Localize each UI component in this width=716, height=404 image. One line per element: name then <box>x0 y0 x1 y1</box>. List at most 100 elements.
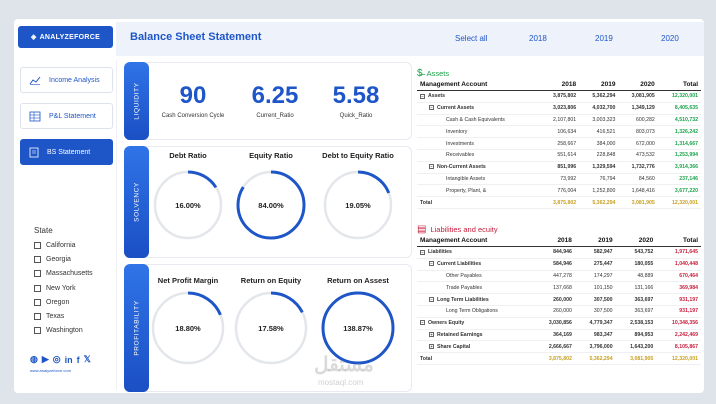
gauge-value: 19.05% <box>345 201 371 210</box>
watermark-sub: mostaql.com <box>318 378 364 387</box>
checkbox[interactable] <box>34 241 41 249</box>
liabilities-header: ▤ Liabilities and ecuity <box>417 224 701 235</box>
value-cell: 1,648,416 <box>618 184 658 198</box>
select-all-button[interactable]: Select all <box>455 34 488 43</box>
collapse-icon[interactable]: − <box>429 105 434 111</box>
gauge-value: 84.00% <box>258 201 284 210</box>
total-cell: 1,314,667 <box>657 137 701 150</box>
nav-income-analysis[interactable]: Income Analysis <box>20 67 113 93</box>
assets-data-table: Management Account 2018 2019 2020 Total − Asse… <box>417 79 701 209</box>
state-option[interactable]: Georgia <box>34 252 93 266</box>
table-row: Inventory 106,634 416,521 803,073 1,326,242 <box>417 125 701 139</box>
column-header[interactable]: Total <box>657 79 701 91</box>
table-row: Intangible Assets 73,992 76,794 84,560 237,1… <box>417 173 701 186</box>
value-cell: 584,946 <box>534 258 575 271</box>
account-cell: − Liabilities <box>417 246 535 259</box>
liabilities-icon: ▤ <box>417 224 427 235</box>
account-cell: − Current Assets <box>417 102 540 115</box>
collapse-icon[interactable]: − <box>420 249 425 255</box>
column-header[interactable]: Management Account <box>417 79 540 91</box>
value-cell: 275,447 <box>574 258 616 271</box>
globe-icon[interactable]: ◍ <box>30 354 38 364</box>
year-2018-button[interactable]: 2018 <box>529 34 547 43</box>
state-option[interactable]: Oregon <box>34 295 93 309</box>
line-chart-icon <box>29 76 41 85</box>
value-cell: 228,848 <box>579 149 619 162</box>
page-title: Balance Sheet Statement <box>130 31 262 43</box>
year-2020-button[interactable]: 2020 <box>661 34 679 43</box>
total-cell: 1,253,994 <box>657 149 701 162</box>
column-header[interactable]: 2019 <box>579 79 619 91</box>
column-header[interactable]: 2020 <box>615 235 657 247</box>
account-cell: Investments <box>417 137 540 150</box>
total-cell: 369,984 <box>656 281 701 295</box>
state-option[interactable]: New York <box>34 281 93 295</box>
value-cell: 2,666,667 <box>534 340 575 354</box>
nav-bs-statement[interactable]: BS Statement <box>20 139 113 165</box>
collapse-icon[interactable]: − <box>429 164 434 170</box>
state-option[interactable]: Washington <box>34 324 93 338</box>
liquidity-band: LIQUIDITY <box>124 62 149 140</box>
column-header[interactable]: 2020 <box>618 79 658 91</box>
column-header[interactable]: Management Account <box>417 235 535 247</box>
gauge-fill <box>153 170 223 240</box>
column-header[interactable]: Total <box>656 235 701 247</box>
value-cell: 131,166 <box>615 281 657 295</box>
total-cell: 237,146 <box>657 173 701 186</box>
gauge-fill <box>321 291 395 365</box>
x-icon[interactable]: 𝕏 <box>83 354 91 364</box>
linkedin-icon[interactable]: in <box>64 354 73 365</box>
checkbox[interactable] <box>34 313 41 321</box>
table-header-row: Management Account 2018 2019 2020 Total <box>417 235 701 247</box>
state-option[interactable]: California <box>34 238 93 252</box>
value-cell: 260,000 <box>534 293 575 306</box>
collapse-icon[interactable]: − <box>420 320 425 326</box>
kpi-value: 6.25 <box>251 82 299 109</box>
table-row: − Non-Current Assets 851,996 1,329,594 1,732… <box>417 161 701 174</box>
brand-name: ANALYZEFORCE <box>39 33 101 41</box>
account-cell: Receivables <box>417 149 540 162</box>
account-cell: − Owners Equity <box>417 317 535 330</box>
checkbox[interactable] <box>34 298 41 306</box>
profitability-label: PROFITABILITY <box>133 300 140 356</box>
collapse-icon[interactable]: − <box>420 93 425 99</box>
table-row: Cash & Cash Equivalents 2,107,801 3,003,32… <box>417 114 701 127</box>
value-cell: 851,996 <box>539 161 580 174</box>
checkbox[interactable] <box>34 327 41 335</box>
value-cell: 101,150 <box>574 281 616 295</box>
column-header[interactable]: 2018 <box>539 79 580 91</box>
total-cell: 8,105,867 <box>656 340 701 354</box>
gauge-value: 138.87% <box>343 324 373 333</box>
gauge-title: Debt to Equity Ratio <box>322 151 394 160</box>
column-header[interactable]: 2018 <box>534 235 575 247</box>
nav-pl-statement[interactable]: P&L Statement <box>20 103 113 129</box>
liabilities-data-table: Management Account 2018 2019 2020 Total − Liab… <box>417 235 701 365</box>
header-bar <box>116 22 704 56</box>
expand-icon[interactable]: + <box>429 332 434 338</box>
year-2019-button[interactable]: 2019 <box>595 34 613 43</box>
account-cell: + Share Capital <box>417 340 535 354</box>
youtube-icon[interactable]: ▶ <box>41 354 49 364</box>
value-cell: 3,023,806 <box>539 102 580 115</box>
checkbox[interactable] <box>34 284 41 292</box>
value-cell: 1,349,129 <box>618 102 658 115</box>
facebook-icon[interactable]: f <box>76 354 80 365</box>
checkbox[interactable] <box>34 255 41 263</box>
value-cell: 672,000 <box>618 137 658 150</box>
value-cell: 551,614 <box>539 149 580 162</box>
column-header[interactable]: 2019 <box>574 235 616 247</box>
expand-icon[interactable]: + <box>429 343 434 349</box>
value-cell: 844,946 <box>534 246 575 259</box>
state-option[interactable]: Massachusetts <box>34 267 93 281</box>
state-option[interactable]: Texas <box>34 309 93 323</box>
table-icon <box>29 111 41 121</box>
value-cell: 1,329,594 <box>579 161 619 174</box>
brand-logo-icon: ◈ <box>30 34 37 41</box>
website-url[interactable]: www.analyzeforce.com <box>30 368 71 373</box>
collapse-icon[interactable]: − <box>429 296 434 302</box>
collapse-icon[interactable]: − <box>429 261 434 267</box>
instagram-icon[interactable]: ◎ <box>52 354 61 364</box>
checkbox[interactable] <box>34 270 41 278</box>
gauge-title: Debt Ratio <box>169 151 207 160</box>
total-cell: 2,242,469 <box>656 329 701 342</box>
